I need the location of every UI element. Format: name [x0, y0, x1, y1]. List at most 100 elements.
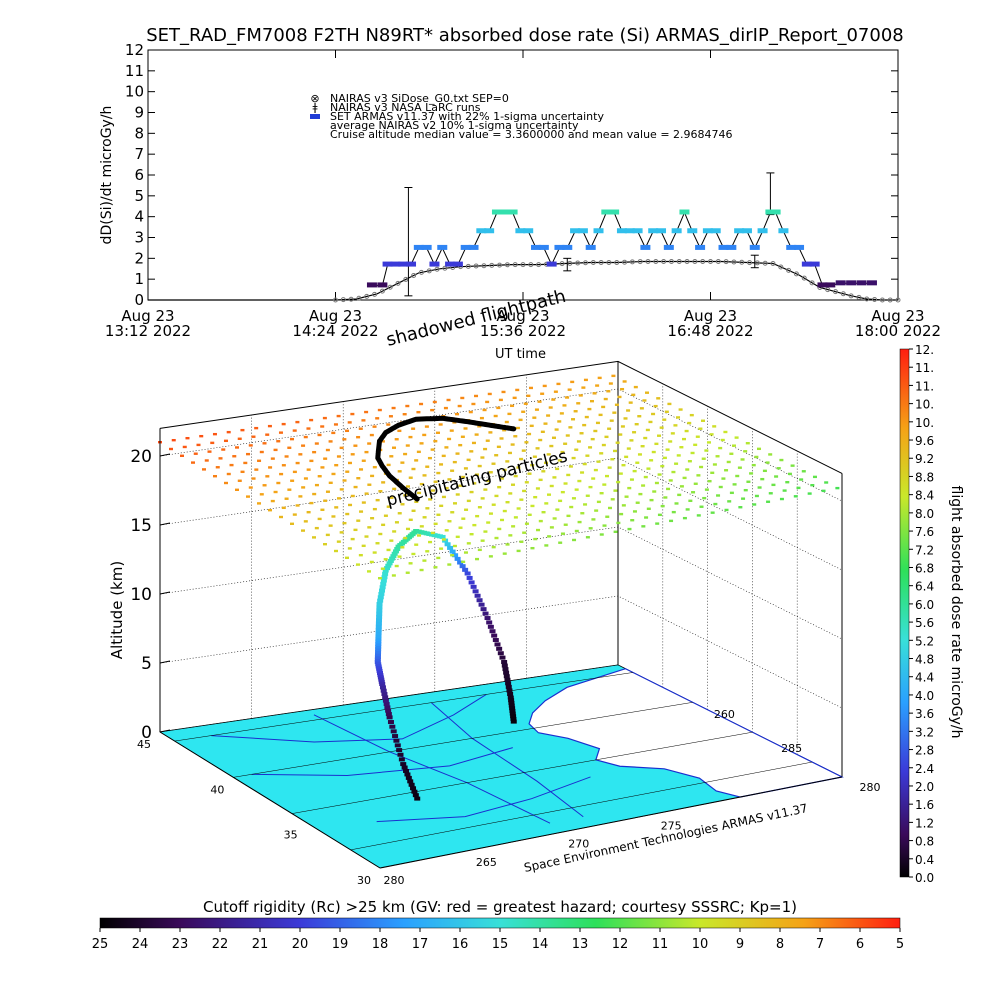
- track-point: [381, 575, 388, 580]
- layer-cell: [278, 431, 283, 434]
- layer-cell: [370, 474, 375, 478]
- layer-cell: [682, 437, 686, 441]
- layer-cell: [312, 450, 317, 454]
- layer-cell: [547, 535, 552, 538]
- lon-tick-label: 275: [661, 819, 682, 832]
- layer-cell: [556, 382, 561, 386]
- ts-y-tick-label: 4: [134, 208, 144, 226]
- layer-cell: [339, 531, 344, 534]
- z-tick: [159, 453, 171, 457]
- track-point: [509, 706, 516, 711]
- layer-cell: [397, 429, 402, 433]
- nairas-point: [364, 293, 370, 299]
- layer-cell: [605, 515, 610, 518]
- nairas-point: [723, 259, 729, 265]
- layer-cell: [452, 502, 457, 505]
- layer-cell: [632, 431, 637, 434]
- layer-cell: [713, 502, 718, 506]
- layer-cell: [350, 537, 355, 541]
- track-point: [385, 712, 392, 717]
- layer-cell: [595, 384, 600, 387]
- track-point: [499, 655, 506, 660]
- layer-cell: [397, 555, 402, 558]
- ts-x-tick-label: Aug 23: [496, 307, 549, 325]
- layer-cell: [591, 477, 596, 480]
- layer-cell: [254, 426, 259, 430]
- layer-cell: [673, 424, 678, 427]
- layer-cell: [430, 531, 435, 535]
- layer-cell: [624, 495, 629, 498]
- layer-cell: [494, 494, 499, 498]
- z-tick: [159, 660, 171, 664]
- ts-y-tick-label: 7: [134, 145, 144, 163]
- layer-cell: [616, 480, 621, 484]
- map-grid-line: [291, 731, 753, 814]
- layer-cell: [317, 517, 322, 521]
- track-point: [410, 786, 417, 791]
- layer-cell: [533, 495, 538, 499]
- rigidity-colorbar-tick-label: 15: [492, 937, 509, 952]
- river-line: [211, 693, 487, 743]
- layer-cell: [576, 402, 581, 405]
- layer-cell: [408, 518, 413, 522]
- layer-cell: [243, 461, 248, 465]
- layer-cell: [436, 513, 441, 516]
- armas-point: [679, 209, 690, 215]
- layer-cell: [392, 487, 397, 491]
- layer-cell: [449, 429, 454, 432]
- layer-cell: [693, 443, 698, 447]
- layer-cell: [386, 463, 391, 467]
- track-point: [509, 711, 516, 716]
- z-tick-label: 5: [141, 654, 152, 674]
- armas-point: [825, 282, 836, 288]
- layer-cell: [544, 502, 549, 505]
- dose-rate-colorbar-tick-label: 8.4: [915, 489, 934, 503]
- layer-cell: [546, 453, 551, 456]
- nairas-point: [747, 260, 753, 266]
- layer-cell: [629, 439, 634, 442]
- layer-cell: [301, 486, 306, 489]
- layer-cell: [588, 485, 593, 489]
- z-tick-label: 10: [130, 585, 152, 605]
- layer-cell: [475, 514, 480, 518]
- nairas-point: [434, 266, 440, 272]
- rigidity-colorbar-tick-label: 20: [292, 937, 309, 952]
- nairas-point: [575, 260, 581, 266]
- nairas-point: [340, 297, 346, 303]
- layer-cell: [598, 413, 603, 417]
- layer-cell: [336, 414, 341, 418]
- armas-point: [577, 228, 588, 234]
- layer-cell: [723, 430, 728, 434]
- armas-point: [663, 244, 674, 250]
- river-line: [313, 714, 551, 824]
- layer-cell: [452, 460, 457, 464]
- track-point: [391, 551, 398, 556]
- layer-cell: [497, 485, 502, 489]
- layer-cell: [378, 532, 383, 536]
- layer-cell: [522, 531, 527, 534]
- dose-rate-colorbar-ticks: 0.0 0.4 0.8 1.2 1.6 2.0 2.4 2.8 3.2 3.6 4.0 4.4 4.8 5…: [909, 343, 934, 885]
- armas-point: [801, 261, 812, 267]
- dose-rate-colorbar-tick-label: 6.8: [915, 561, 934, 575]
- layer-cell: [513, 516, 518, 519]
- layer-cell: [444, 529, 449, 532]
- nairas-point: [567, 260, 573, 266]
- layer-cell: [538, 478, 543, 482]
- layer-cell: [548, 406, 553, 409]
- layer-cell: [463, 467, 468, 470]
- layer-cell: [754, 455, 759, 459]
- layer-cell: [461, 560, 466, 564]
- layer-cell: [403, 536, 408, 540]
- layer-cell: [237, 437, 242, 440]
- dose-rate-colorbar-tick-label: 1.6: [915, 798, 934, 812]
- dose-rate-colorbar-tick-label: 4.0: [915, 689, 934, 703]
- nairas-point: [403, 276, 409, 282]
- nairas-point: [497, 262, 503, 268]
- layer-cell: [516, 549, 521, 553]
- nairas-point: [559, 261, 565, 267]
- layer-cell: [557, 420, 562, 423]
- layer-cell: [405, 571, 410, 574]
- layer-cell: [541, 511, 546, 514]
- nairas-point: [387, 284, 393, 290]
